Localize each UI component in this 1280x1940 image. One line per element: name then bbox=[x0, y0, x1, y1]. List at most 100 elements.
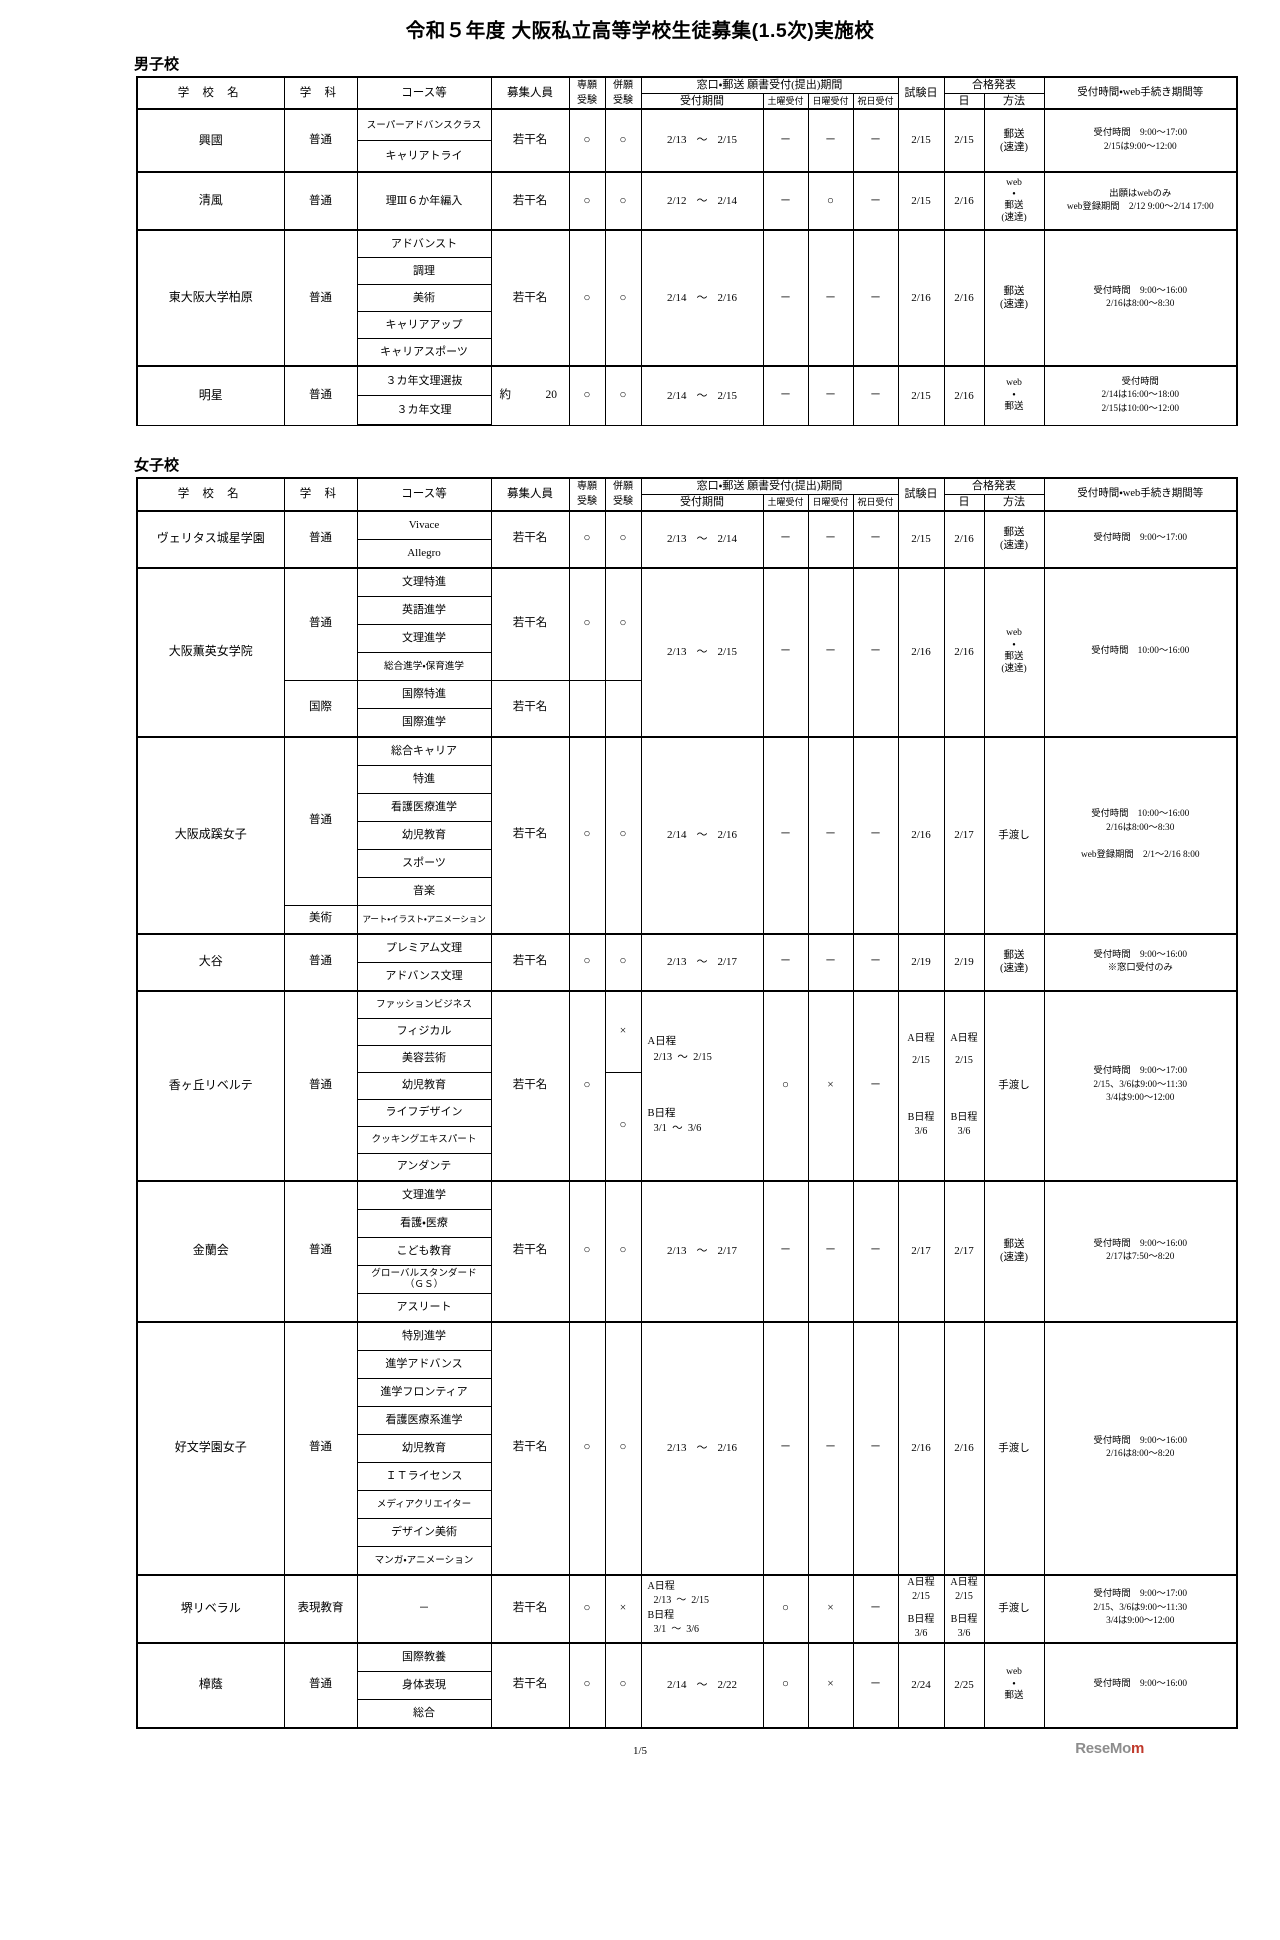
saturday-mark: ○ bbox=[762, 1641, 809, 1729]
course: プレミアム文理 bbox=[356, 932, 492, 963]
application-period: 2/12 ～ 2/14 bbox=[640, 171, 764, 232]
period-from: 2/14 bbox=[666, 1678, 687, 1691]
holiday-mark: － bbox=[852, 989, 899, 1182]
course: アンダンテ bbox=[356, 1152, 492, 1182]
school-name: 大阪成蹊女子 bbox=[136, 735, 285, 935]
quota: 若干名 bbox=[490, 566, 570, 681]
course: 幼児教育 bbox=[356, 1433, 492, 1463]
result-method: 手渡し bbox=[983, 1320, 1045, 1576]
col-period: 受付期間 bbox=[640, 92, 764, 110]
table-row: 幼児教育 ○ bbox=[137, 1071, 1237, 1182]
application-period: 2/13 ～ 2/17 bbox=[640, 1179, 764, 1323]
school-name: 好文学園女子 bbox=[136, 1320, 285, 1576]
saturday-mark: － bbox=[762, 108, 809, 173]
course: Allegro bbox=[356, 538, 492, 569]
department: 普通 bbox=[283, 735, 358, 906]
course: 身体表現 bbox=[356, 1670, 492, 1700]
col-sengan-line1: 専願 bbox=[568, 477, 606, 495]
col-sengan-line2: 受験 bbox=[568, 93, 606, 110]
table-header-row-top: 学 校 名 学 科 コース等 募集人員 専願 併願 窓口・郵送 願書受付(提出)… bbox=[136, 477, 1239, 512]
department: 普通 bbox=[283, 108, 358, 173]
notes: 受付時間 9:00～16:00 2/17は7:50～8:20 bbox=[1043, 1179, 1239, 1323]
period-from: 2/13 bbox=[666, 645, 687, 658]
sunday-mark: － bbox=[807, 509, 854, 569]
course: ３カ年文理選抜 bbox=[356, 365, 492, 397]
exam-b-label: B日程 bbox=[907, 1613, 935, 1625]
result-b-label: B日程 bbox=[950, 1111, 978, 1123]
table-row: 調理 bbox=[137, 257, 1237, 286]
quota: 若干名 bbox=[490, 1320, 570, 1576]
table-row: 堺リベラル 表現教育 － 若干名 ○ × A日程 2/13 ～ 2/15 B日程… bbox=[136, 1573, 1239, 1644]
result-date-ab: A日程 2/15 B日程 3/6 bbox=[943, 1573, 985, 1644]
department: 普通 bbox=[283, 1641, 358, 1729]
school-name: ヴェリタス城星学園 bbox=[136, 509, 285, 569]
application-period: 2/13 ～ 2/15 bbox=[640, 566, 764, 738]
col-quota: 募集人員 bbox=[490, 477, 570, 512]
period-tilde: ～ bbox=[696, 828, 708, 841]
result-date: 2/17 bbox=[943, 1179, 985, 1323]
period-to: 2/14 bbox=[717, 194, 738, 207]
exam-b-label: B日程 bbox=[907, 1111, 935, 1123]
exam-date: 2/19 bbox=[897, 932, 945, 992]
saturday-mark: － bbox=[762, 509, 809, 569]
col-department: 学 科 bbox=[283, 75, 358, 110]
application-period: 2/13 ～ 2/17 bbox=[640, 932, 764, 992]
school-name: 明星 bbox=[136, 365, 285, 426]
exam-date-ab: A日程 2/15 B日程 3/6 bbox=[897, 1573, 945, 1644]
application-period: 2/13 ～ 2/15 bbox=[640, 108, 764, 173]
saturday-mark: － bbox=[762, 735, 809, 935]
course: マンガ・アニメーション bbox=[356, 1545, 492, 1576]
department: 普通 bbox=[283, 566, 358, 681]
school-name: 大阪薫英女学院 bbox=[136, 566, 285, 738]
schedule-b-label: B日程 bbox=[647, 1107, 676, 1119]
schedule-a-label: A日程 bbox=[647, 1036, 677, 1048]
table-row: こども教育 bbox=[137, 1236, 1237, 1266]
course: 看護・医療 bbox=[356, 1208, 492, 1238]
result-date: 2/16 bbox=[943, 229, 985, 367]
department: 普通 bbox=[283, 1320, 358, 1576]
sunday-mark: × bbox=[807, 1641, 854, 1729]
table-row: デザイン美術 bbox=[137, 1517, 1237, 1547]
course: スーパーアドバンスクラス bbox=[356, 108, 492, 142]
table-row: 美術 bbox=[137, 284, 1237, 313]
table-row: 幼児教育 bbox=[137, 1433, 1237, 1463]
course: － bbox=[356, 1573, 492, 1644]
course: 国際教養 bbox=[356, 1641, 492, 1672]
sengan-mark: ○ bbox=[568, 1573, 606, 1644]
holiday-mark: － bbox=[852, 509, 899, 569]
exam-a-date: 2/15 bbox=[912, 1055, 930, 1067]
schedule-a-tilde: ～ bbox=[677, 1051, 688, 1063]
course: 総合キャリア bbox=[356, 735, 492, 766]
notes: 受付時間 9:00～17:00 2/15は9:00～12:00 bbox=[1043, 108, 1239, 173]
course: 特進 bbox=[356, 764, 492, 794]
department: 普通 bbox=[283, 171, 358, 232]
exam-date: 2/15 bbox=[897, 171, 945, 232]
heigan-mark: ○ bbox=[604, 1320, 642, 1576]
heigan-mark-b: ○ bbox=[604, 1071, 642, 1182]
period-tilde: ～ bbox=[696, 645, 708, 658]
table-row: 大阪薫英女学院 普通 文理特進 若干名 ○ ○ 2/13 ～ 2/15 － － － … bbox=[136, 566, 1239, 738]
period-from: 2/13 bbox=[666, 1441, 687, 1454]
col-notes: 受付時間・web手続き期間等 bbox=[1043, 75, 1239, 110]
col-application-group: 窓口・郵送 願書受付(提出)期間 bbox=[640, 477, 899, 495]
col-saturday: 土曜受付 bbox=[762, 493, 809, 512]
result-a-date: 2/15 bbox=[955, 1055, 973, 1067]
course: 美容芸術 bbox=[356, 1044, 492, 1073]
period-tilde: ～ bbox=[696, 134, 708, 147]
col-result-group: 合格発表 bbox=[943, 477, 1045, 495]
heigan-mark: ○ bbox=[604, 229, 642, 367]
table-row: 大谷 普通 プレミアム文理 若干名 ○ ○ 2/13 ～ 2/17 － － － 2/… bbox=[136, 932, 1239, 992]
course: 進学アドバンス bbox=[356, 1349, 492, 1379]
table-header-row-top: 学 校 名 学 科 コース等 募集人員 専願 併願 窓口・郵送 願書受付(提出)… bbox=[136, 75, 1239, 110]
notes: 受付時間 9:00～16:00 ※窓口受付のみ bbox=[1043, 932, 1239, 992]
result-method: web ・ 郵送 (速達) bbox=[983, 566, 1045, 738]
col-notes: 受付時間・web手続き期間等 bbox=[1043, 477, 1239, 512]
result-method: web ・ 郵送 bbox=[983, 365, 1045, 426]
heigan-mark: ○ bbox=[604, 735, 642, 935]
schedule-a-to: 2/15 bbox=[693, 1051, 712, 1063]
table-row: 文理進学 bbox=[137, 623, 1237, 653]
exam-date: 2/17 bbox=[897, 1179, 945, 1323]
table-row: 香ヶ丘リベルテ 普通 ファッションビジネス 若干名 ○ × A日程 2/13 ～… bbox=[136, 989, 1239, 1182]
table-row: フィジカル bbox=[137, 1017, 1237, 1046]
col-period: 受付期間 bbox=[640, 493, 764, 512]
